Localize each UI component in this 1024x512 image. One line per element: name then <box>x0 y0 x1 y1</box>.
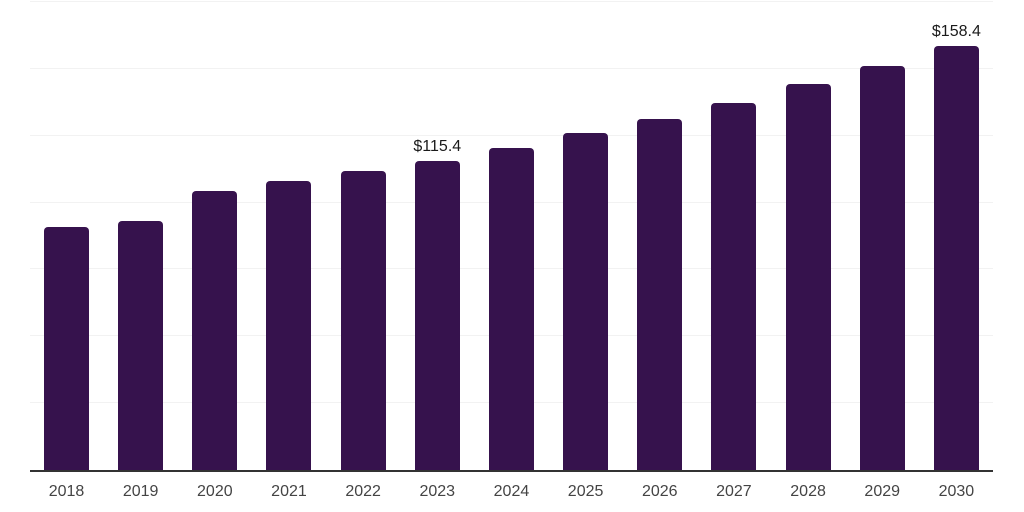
bar-2028 <box>785 84 831 470</box>
bar-2023 <box>414 161 460 470</box>
x-tick-2029: 2029 <box>864 483 901 500</box>
bar-column-2026 <box>637 2 683 470</box>
bar-column-2024 <box>488 2 534 470</box>
x-axis-line <box>30 470 993 472</box>
gridline-175 <box>30 1 993 2</box>
x-tick-2027: 2027 <box>716 483 752 500</box>
bar-2029 <box>859 65 905 470</box>
x-tick-2026: 2026 <box>641 483 678 500</box>
bar-column-2022 <box>340 2 386 470</box>
bar-2026 <box>637 118 683 470</box>
x-tick-2018: 2018 <box>48 483 85 500</box>
bar-column-2019 <box>118 2 164 470</box>
bar-column-2025 <box>563 2 609 470</box>
bar-column-2020 <box>192 2 238 470</box>
x-tick-2020: 2020 <box>197 483 233 500</box>
bar-column-2018 <box>44 2 89 470</box>
x-tick-2028: 2028 <box>790 483 826 500</box>
plot-area: $115.4 $158.4 <box>30 1 993 470</box>
bar-column-2023: $115.4 <box>413 2 462 470</box>
bar-column-2027 <box>711 2 757 470</box>
gridline-150 <box>30 67 993 69</box>
x-tick-2022: 2022 <box>345 483 381 500</box>
bar-2019 <box>118 221 164 470</box>
bar-column-2021 <box>266 2 312 470</box>
bar-2018 <box>44 227 89 470</box>
data-label-2023: $115.4 <box>413 138 462 156</box>
bars-container: $115.4 $158.4 <box>30 2 993 470</box>
gridline-125 <box>30 134 993 136</box>
bar-2021 <box>266 181 312 470</box>
bar-2020 <box>192 191 238 470</box>
bar-2025 <box>563 133 609 470</box>
x-tick-2019: 2019 <box>122 483 159 500</box>
x-tick-2030: 2030 <box>938 483 975 500</box>
x-axis-labels: 2018 2019 2020 2021 2022 2023 2024 2025 2026 2027… <box>30 482 993 502</box>
data-label-2030: $158.4 <box>931 23 981 41</box>
bar-2024 <box>488 147 534 470</box>
bar-2022 <box>340 171 386 470</box>
x-tick-2024: 2024 <box>493 483 530 500</box>
bar-column-2029 <box>859 2 905 470</box>
x-tick-2025: 2025 <box>567 483 604 500</box>
bar-column-2028 <box>785 2 831 470</box>
bar-column-2030: $158.4 <box>931 2 981 470</box>
x-tick-2023: 2023 <box>419 483 456 500</box>
x-tick-2021: 2021 <box>271 483 307 500</box>
bar-2030 <box>933 46 979 470</box>
bar-2027 <box>711 102 757 470</box>
